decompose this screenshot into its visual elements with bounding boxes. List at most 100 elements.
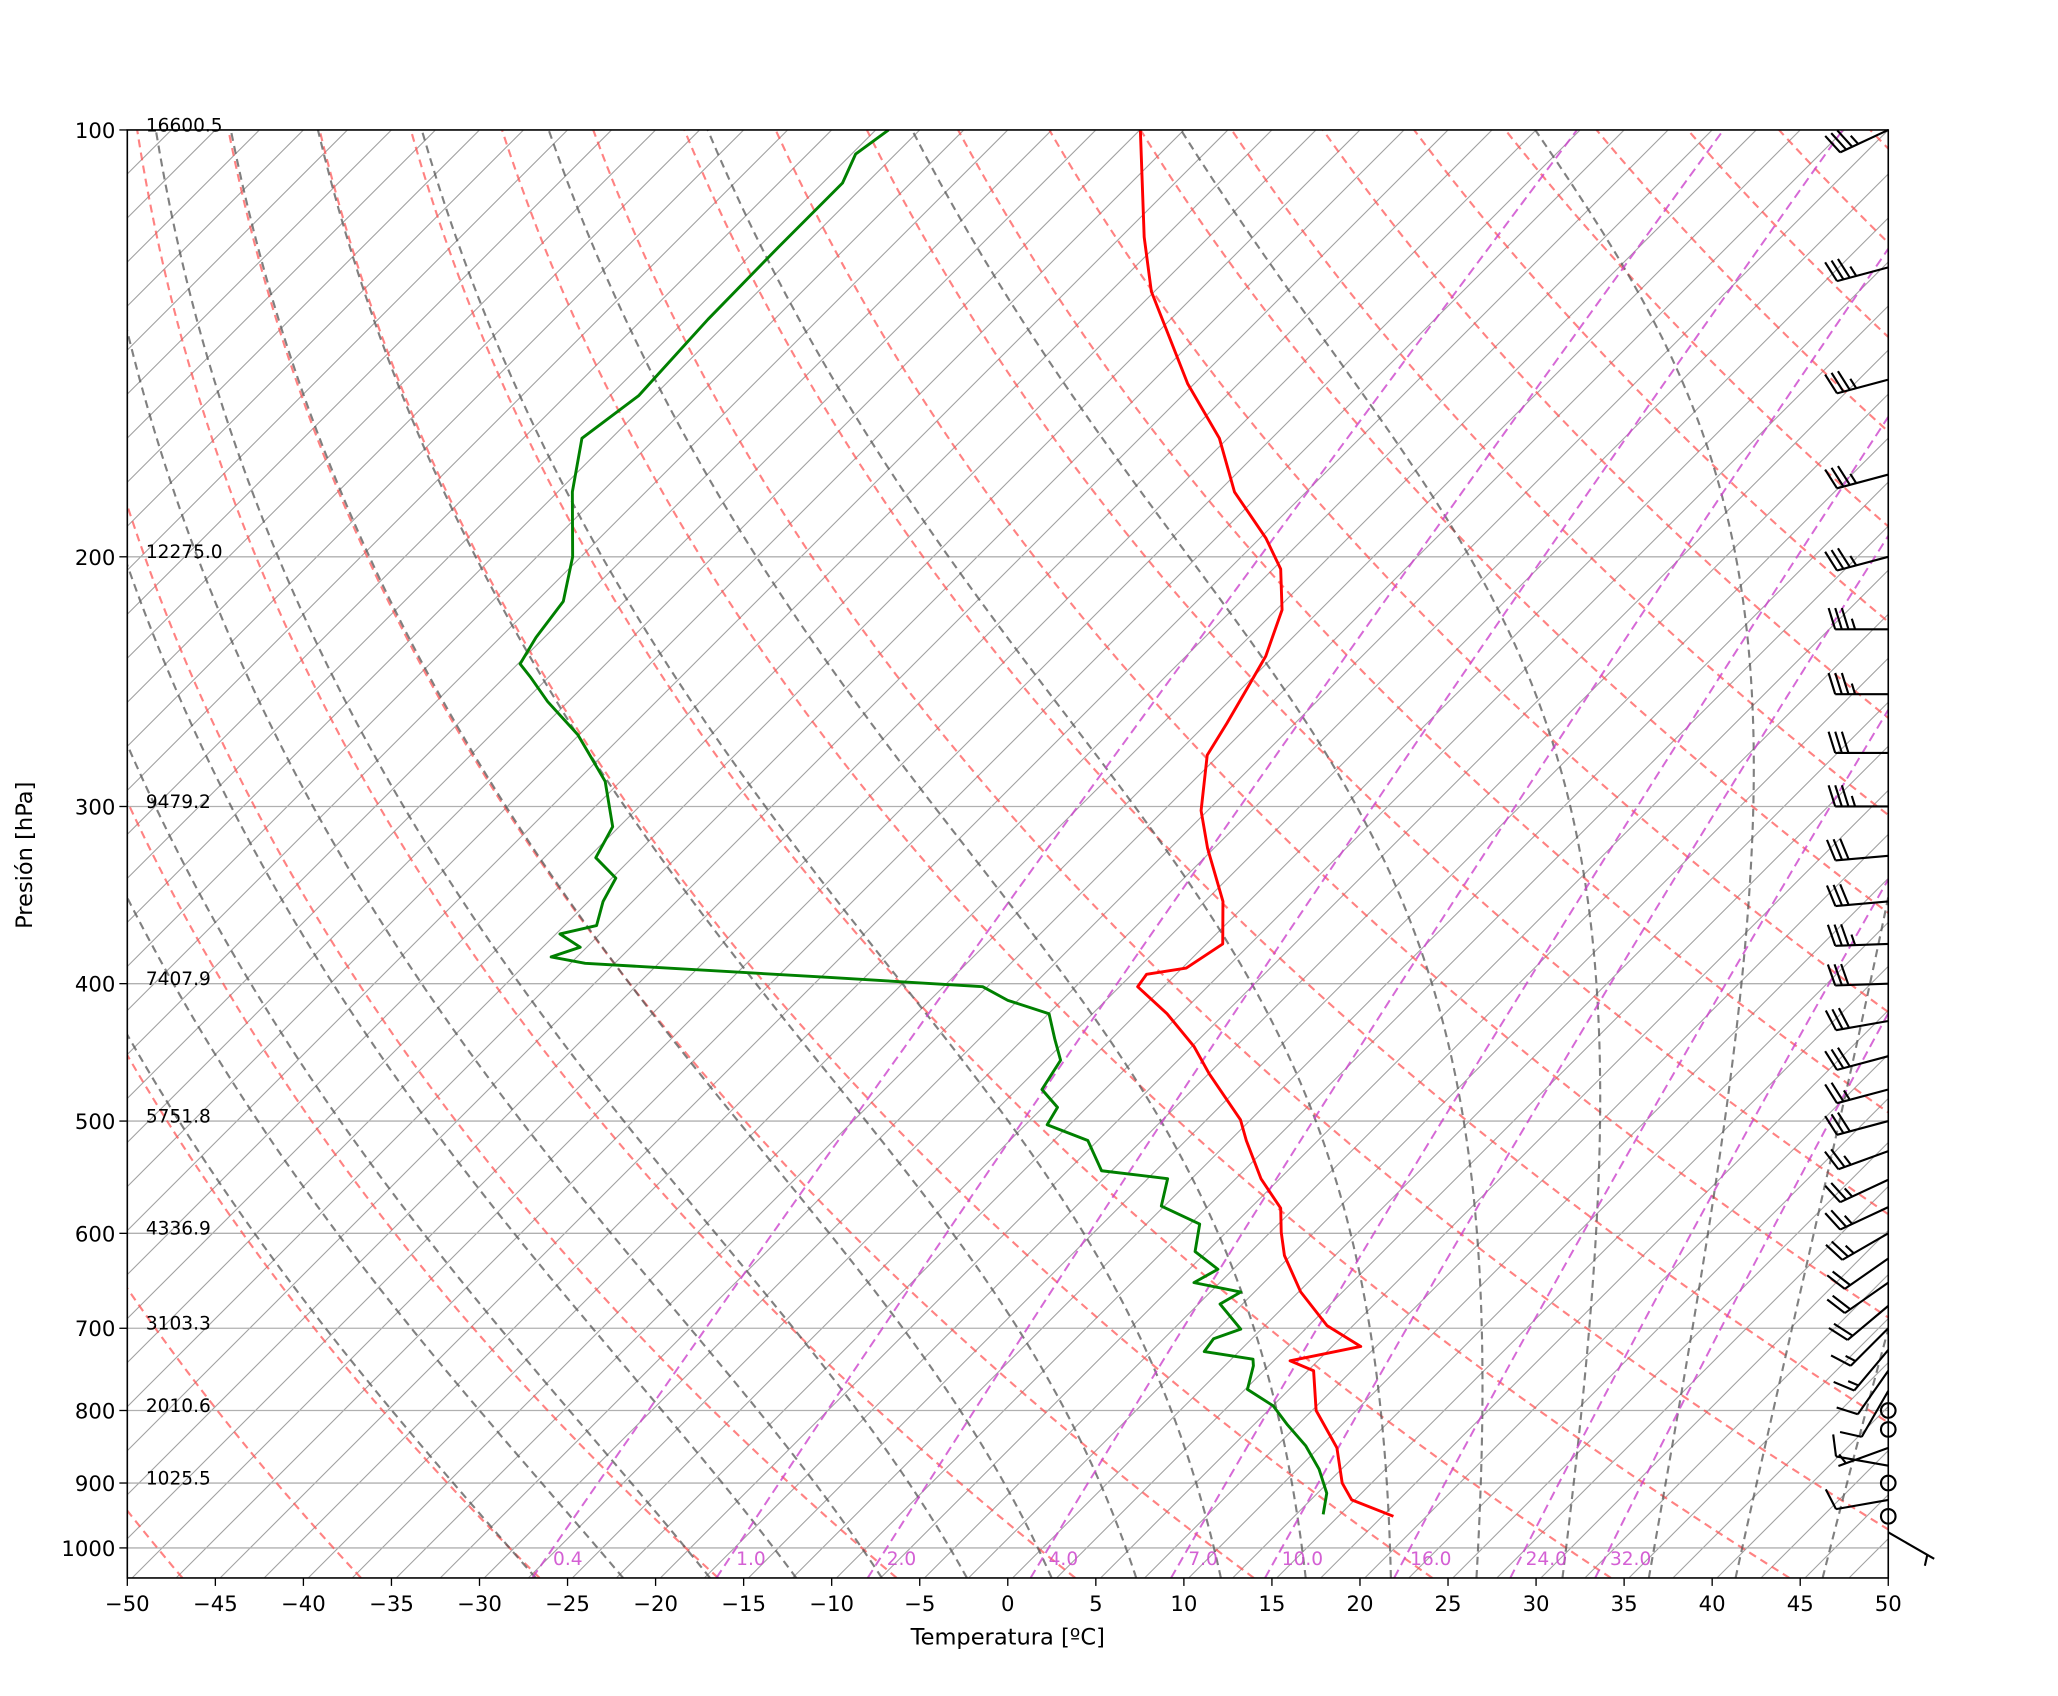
x-axis-label: Temperatura [ºC] xyxy=(910,1624,1105,1650)
barb-half xyxy=(1842,1089,1851,1101)
barb-shaft xyxy=(1860,1390,1890,1438)
moist-adiabat xyxy=(154,129,968,1578)
wind-barb xyxy=(1824,1112,1889,1136)
calm-circle xyxy=(1879,1474,1897,1492)
barb-full xyxy=(1827,784,1837,807)
calm-circle xyxy=(1879,1421,1897,1438)
barb-full xyxy=(1825,1244,1844,1261)
isotherm xyxy=(1100,789,1889,1578)
isotherm xyxy=(127,129,833,836)
barb-full xyxy=(1840,607,1850,630)
barb-half xyxy=(1849,135,1859,145)
barb-shaft xyxy=(1841,1232,1889,1261)
barb-full xyxy=(1831,1294,1851,1311)
mixing-ratio-label: 0.4 xyxy=(553,1549,583,1570)
barb-full xyxy=(1824,135,1841,154)
barb-full xyxy=(1825,885,1837,907)
dry-adiabat xyxy=(957,129,1889,1114)
height-label: 5751.8 xyxy=(146,1106,211,1127)
isotherm xyxy=(527,217,1889,1578)
isotherm xyxy=(880,569,1889,1578)
barb-half xyxy=(1849,265,1858,277)
wind-barb xyxy=(1833,1349,1890,1392)
barb-full xyxy=(1836,1406,1859,1416)
dry-adiabat xyxy=(683,129,1889,1424)
height-label: 3103.3 xyxy=(146,1314,211,1335)
y-tick-label: 900 xyxy=(75,1472,115,1497)
barb-half xyxy=(1850,795,1857,807)
isotherm xyxy=(127,129,789,792)
sounding-line xyxy=(518,129,1329,1515)
barb-full xyxy=(1830,1209,1847,1228)
isotherm xyxy=(127,129,700,704)
y-tick-label: 100 xyxy=(75,119,115,144)
barb-shaft xyxy=(1853,1349,1890,1392)
barb-shaft xyxy=(1835,982,1889,987)
x-tick-label: −40 xyxy=(281,1592,326,1617)
isotherm xyxy=(127,129,1493,1496)
wind-barb xyxy=(1827,731,1889,754)
isotherm xyxy=(127,129,656,659)
mixing-ratio-label: 16.0 xyxy=(1410,1549,1451,1570)
wind-barb xyxy=(1824,1082,1889,1105)
wind-barb xyxy=(1824,547,1889,572)
barb-full xyxy=(1840,731,1850,754)
isotherm xyxy=(127,129,1053,1056)
x-tick-label: 40 xyxy=(1699,1592,1726,1617)
isotherm xyxy=(1056,745,1889,1578)
x-tick-label: −10 xyxy=(809,1592,854,1617)
wind-barb xyxy=(1825,838,1889,862)
x-tick-label: 10 xyxy=(1170,1592,1197,1617)
barb-full xyxy=(1824,1150,1840,1170)
wind-barb xyxy=(1826,963,1889,987)
barb-shaft xyxy=(1835,900,1889,908)
barb-full xyxy=(1826,964,1837,986)
height-label: 1025.5 xyxy=(146,1468,211,1489)
barb-shaft xyxy=(1887,1531,1935,1560)
x-tick-label: 25 xyxy=(1435,1592,1462,1617)
height-label: 16600.5 xyxy=(146,115,223,136)
isotherm xyxy=(127,129,1097,1100)
isotherm xyxy=(127,129,921,924)
barb-full xyxy=(1837,547,1851,568)
barb-full xyxy=(1830,467,1845,488)
moist-adiabat xyxy=(127,895,624,1578)
height-label: 12275.0 xyxy=(146,542,223,563)
barb-full xyxy=(1840,923,1850,946)
isotherm xyxy=(263,129,1713,1578)
wind-barb xyxy=(1824,1047,1889,1071)
barb-shaft xyxy=(1839,1178,1889,1204)
barb-full xyxy=(1834,784,1843,807)
barb-full xyxy=(1830,1048,1845,1069)
wind-barb xyxy=(1824,1178,1889,1204)
x-tick-label: 35 xyxy=(1611,1592,1638,1617)
barb-half xyxy=(1838,1453,1847,1464)
moist-adiabat xyxy=(1534,129,1755,1578)
barb-full xyxy=(1837,258,1851,279)
height-label: 9479.2 xyxy=(146,792,211,813)
moist-adiabat xyxy=(911,129,1484,1578)
barb-shaft xyxy=(1836,473,1889,490)
barb-full xyxy=(1837,465,1851,486)
barb-half xyxy=(1843,1187,1853,1198)
dry-adiabat xyxy=(501,129,1791,1578)
dry-adiabat xyxy=(774,129,1889,1319)
isotherm xyxy=(127,129,1449,1452)
barb-full xyxy=(1834,731,1843,754)
wind-barb xyxy=(1825,883,1889,908)
barb-full xyxy=(1840,672,1850,695)
barb-shaft xyxy=(1838,1150,1889,1171)
barb-full xyxy=(1827,731,1837,754)
isotherm xyxy=(1584,1273,1889,1578)
moist-adiabat xyxy=(127,1032,537,1578)
moist-adiabat xyxy=(547,129,1307,1578)
barb-half xyxy=(1843,1215,1853,1225)
wind-barb xyxy=(1825,1232,1889,1261)
mixing-ratio-line xyxy=(866,129,1844,1578)
barb-full xyxy=(1830,1354,1852,1367)
dry-adiabat xyxy=(592,129,1889,1531)
mixing-ratio-line xyxy=(1170,415,1889,1578)
barb-full xyxy=(1837,370,1851,391)
wind-barb xyxy=(1824,128,1889,154)
isotherm xyxy=(439,129,1889,1578)
